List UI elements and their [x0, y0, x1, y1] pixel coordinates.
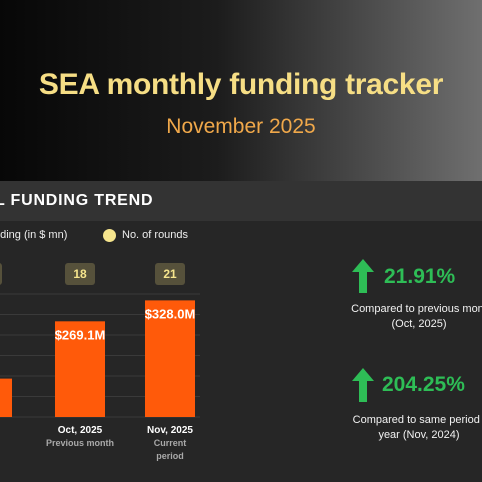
panel-header: L FUNDING TREND: [0, 181, 482, 221]
legend-rounds-marker: [103, 229, 116, 242]
rounds-badge: [0, 263, 2, 285]
bar-1: [55, 321, 105, 417]
bar-value-label: $269.1M: [55, 327, 106, 342]
stat-mom-description: Compared to previous mont (Oct, 2025): [351, 303, 482, 330]
rounds-badge: [155, 263, 185, 285]
rounds-label: 18: [73, 267, 87, 281]
page-subtitle: November 2025: [166, 115, 316, 138]
legend-rounds-label: No. of rounds: [122, 229, 189, 241]
x-tick-label: Nov, 2025: [147, 425, 193, 436]
bar-2: [145, 300, 195, 417]
stat-mom-percent: 21.91%: [384, 265, 456, 288]
stat-yoy-description: Compared to same period l year (Nov, 202…: [352, 414, 482, 441]
panel-title: L FUNDING TREND: [0, 192, 154, 209]
rounds-label: 21: [163, 267, 177, 281]
rounds-badge: [65, 263, 95, 285]
x-tick-sublabel: period: [156, 451, 184, 461]
bar-value-label: $328.0M: [145, 306, 196, 321]
legend-funding-label: nding (in $ mn): [0, 229, 68, 241]
page-title: SEA monthly funding tracker: [38, 68, 444, 101]
bar-0: [0, 378, 12, 417]
x-tick-sublabel: Current: [154, 438, 187, 448]
stat-yoy-percent: 204.25%: [382, 373, 465, 396]
x-tick-label: Oct, 2025: [58, 425, 103, 436]
x-tick-sublabel: Previous month: [46, 438, 114, 448]
funding-trend-panel: L FUNDING TREND nding (in $ mn) No. of r…: [0, 181, 482, 482]
up-arrow-icon: [352, 368, 374, 402]
up-arrow-icon: [352, 259, 374, 293]
